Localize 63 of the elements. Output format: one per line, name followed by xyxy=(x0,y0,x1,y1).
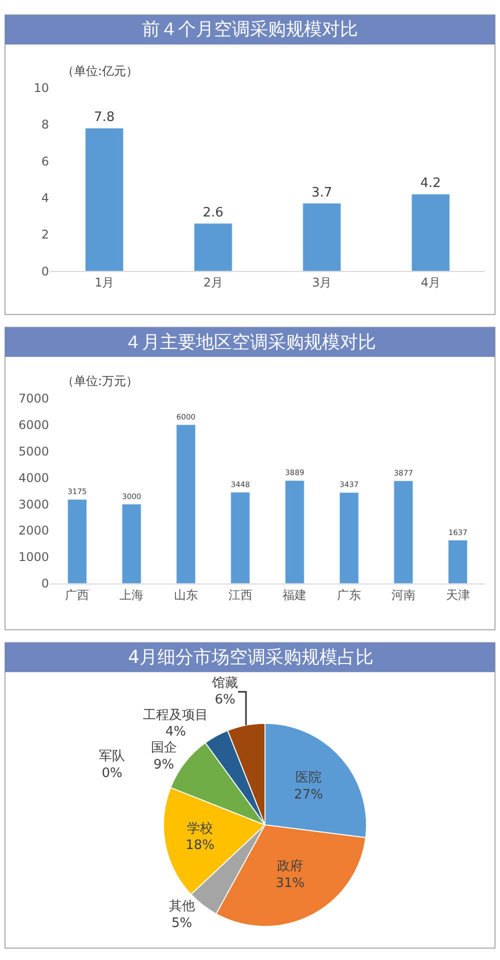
y-tick-label: 3000 xyxy=(18,497,49,512)
chart-title: 前４个月空调采购规模对比 xyxy=(142,19,358,40)
bar xyxy=(194,223,232,272)
y-tick-label: 8 xyxy=(41,118,49,132)
data-label: 2.6 xyxy=(202,205,224,220)
x-tick-label: 3月 xyxy=(312,275,332,290)
y-tick-label: 2000 xyxy=(18,524,49,538)
y-tick-label: 0 xyxy=(41,264,49,278)
data-label: 9% xyxy=(154,758,174,773)
y-axis-title: （单位:万元） xyxy=(62,374,138,388)
chart-title: 4月细分市场空调采购规模占比 xyxy=(128,647,374,668)
bar xyxy=(394,480,414,584)
x-tick-label: 2月 xyxy=(203,275,223,290)
data-label: 7.8 xyxy=(94,110,115,126)
y-tick-label: 0 xyxy=(41,576,49,591)
slice-label: 国企 xyxy=(150,740,177,756)
slice-label: 馆藏 xyxy=(211,676,238,691)
x-tick-label: 1月 xyxy=(94,275,114,290)
slice-label: 学校 xyxy=(187,821,214,836)
x-tick-label: 河南 xyxy=(391,588,416,602)
data-label: 18% xyxy=(186,838,215,854)
data-label: 3.7 xyxy=(312,185,332,200)
category-label: 军队 xyxy=(99,749,125,764)
bar xyxy=(339,492,359,584)
y-tick-label: 6000 xyxy=(18,418,49,432)
x-tick-label: 天津 xyxy=(446,588,470,602)
data-label: 5% xyxy=(172,916,192,932)
data-label: 31% xyxy=(276,876,305,891)
x-tick-label: 山东 xyxy=(174,588,198,602)
x-tick-label: 广东 xyxy=(337,588,362,602)
slice-label: 政府 xyxy=(277,858,304,874)
y-tick-label: 5000 xyxy=(18,444,49,458)
y-tick-label: 10 xyxy=(34,81,49,96)
y-tick-label: 1000 xyxy=(18,550,49,564)
bar xyxy=(230,492,250,584)
x-tick-label: 福建 xyxy=(282,588,307,602)
y-tick-label: 4 xyxy=(41,190,49,205)
y-tick-label: 6 xyxy=(41,154,49,168)
x-tick-label: 广西 xyxy=(65,588,90,602)
y-tick-label: 2 xyxy=(41,228,49,242)
data-label: 27% xyxy=(294,787,323,802)
slice-label: 医院 xyxy=(296,770,322,786)
chart-title: ４月主要地区空调采购规模对比 xyxy=(124,332,376,353)
bar xyxy=(122,504,142,584)
text: 0% xyxy=(102,766,122,781)
y-axis-title: （单位:亿元） xyxy=(62,64,138,78)
slice-label: 其他 xyxy=(168,899,195,914)
y-tick-label: 7000 xyxy=(18,391,49,406)
bar xyxy=(85,128,124,272)
data-label: 4.2 xyxy=(420,176,441,192)
slice-label: 工程及项目 xyxy=(143,708,208,723)
bar xyxy=(302,203,342,272)
bar xyxy=(411,194,450,272)
bar xyxy=(176,424,196,584)
data-label: 4% xyxy=(165,724,186,740)
data-label: 6% xyxy=(214,692,236,708)
bar xyxy=(67,499,87,584)
x-tick-label: 4月 xyxy=(420,275,440,290)
y-tick-label: 4000 xyxy=(18,470,49,485)
bar xyxy=(284,480,304,584)
x-tick-label: 上海 xyxy=(120,588,144,602)
bar xyxy=(448,540,468,584)
x-tick-label: 江西 xyxy=(228,588,252,602)
